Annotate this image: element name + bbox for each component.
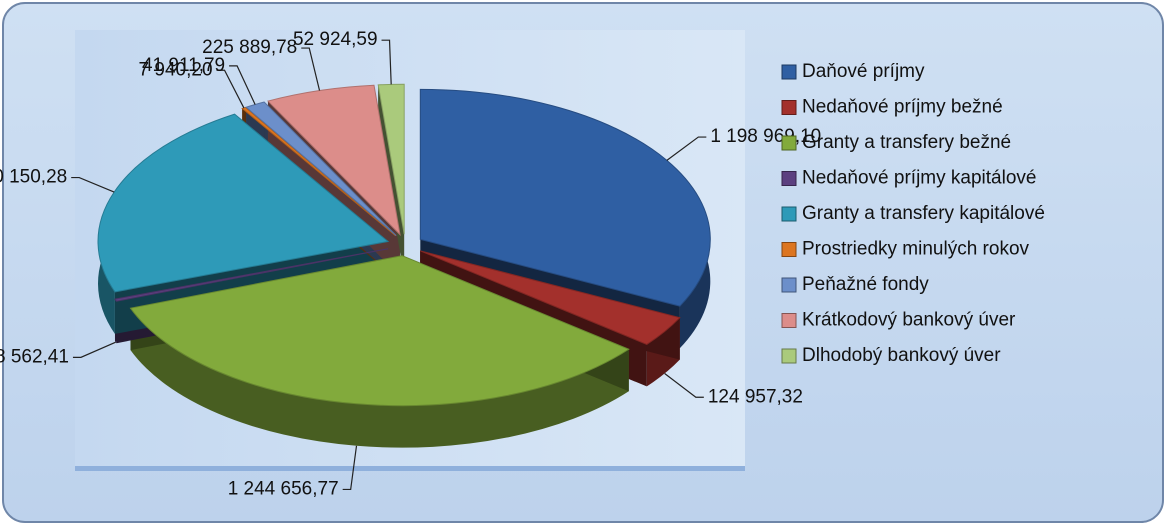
legend-label: Peňažné fondy xyxy=(802,274,929,295)
data-label: 7 940,20 xyxy=(139,59,213,80)
legend-label: Granty a transfery bežné xyxy=(802,132,1011,153)
legend-label: Prostriedky minulých rokov xyxy=(802,239,1030,260)
legend-swatch xyxy=(781,100,797,115)
legend-swatch xyxy=(781,277,797,293)
legend-label: Daňové príjmy xyxy=(802,61,925,82)
data-label: 124 957,32 xyxy=(708,386,803,407)
slice xyxy=(97,113,390,293)
legend-swatch xyxy=(781,242,797,257)
legend-label: Nedaňové príjmy bežné xyxy=(802,97,1003,118)
legend-swatch xyxy=(781,171,797,186)
slice xyxy=(129,255,630,407)
slice xyxy=(114,248,389,302)
legend-swatch xyxy=(781,206,797,222)
data-label: 52 924,59 xyxy=(293,29,378,50)
legend-swatch xyxy=(781,135,797,151)
legend-label: Dlhodobý bankový úver xyxy=(802,345,1001,366)
legend-swatch xyxy=(781,64,797,80)
leader-line xyxy=(381,39,392,85)
legend-swatch xyxy=(781,348,797,364)
legend-label: Granty a transfery kapitálové xyxy=(802,203,1045,224)
leader-line xyxy=(342,445,358,491)
data-label: 41 911,79 xyxy=(142,55,225,76)
leader-line xyxy=(216,69,245,109)
legend-label: Krátkodový bankový úver xyxy=(802,310,1016,331)
slice xyxy=(267,84,401,237)
legend: Daňové príjmy Nedaňové príjmy bežné Granty… xyxy=(781,61,1045,366)
slice xyxy=(419,250,681,345)
data-label: 800 150,28 xyxy=(0,167,67,188)
slice xyxy=(377,83,405,235)
leader-line xyxy=(229,65,256,105)
leader-line xyxy=(72,341,116,358)
leader-line xyxy=(71,176,115,193)
leader-line xyxy=(664,373,704,398)
legend-swatch xyxy=(781,313,797,328)
leader-line xyxy=(301,47,321,91)
slice-side xyxy=(130,308,629,448)
data-label: 8 562,41 xyxy=(0,346,69,367)
leader-line xyxy=(666,136,707,161)
data-label: 225 889,78 xyxy=(202,37,297,58)
plot-floor xyxy=(75,466,745,471)
slice xyxy=(419,88,711,307)
data-label: 1 244 656,77 xyxy=(228,478,339,499)
legend-label: Nedaňové príjmy kapitálové xyxy=(802,168,1036,189)
